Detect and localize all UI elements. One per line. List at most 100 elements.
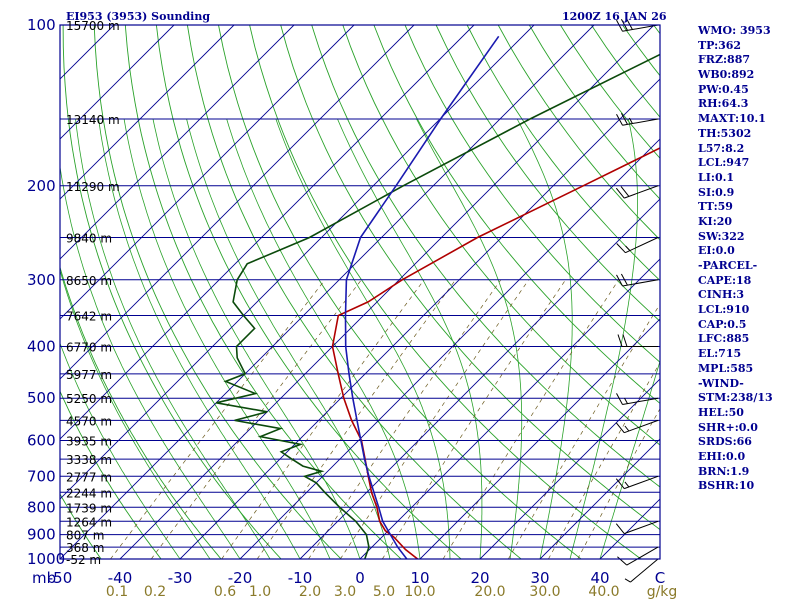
mixing-ratio-label: 2.0 bbox=[299, 584, 321, 600]
stat-line: SHR+:0.0 bbox=[698, 420, 758, 434]
wind-barb bbox=[616, 273, 659, 287]
mixing-ratio-line bbox=[442, 279, 619, 559]
temperature-tick-label: 20 bbox=[470, 569, 489, 587]
stat-line: L57:8.2 bbox=[698, 141, 745, 155]
chart-datetime: 1200Z 16 JAN 26 bbox=[562, 10, 667, 23]
temperature-tick-label: 30 bbox=[530, 569, 549, 587]
mixing-ratio-unit-label: g/kg bbox=[647, 584, 678, 600]
pressure-tick-label: 800 bbox=[27, 498, 56, 516]
mixing-ratio-label: 5.0 bbox=[373, 584, 395, 600]
stat-line: EHI:0.0 bbox=[698, 449, 746, 463]
plot-frame bbox=[59, 24, 661, 560]
x-axis-unit-label: C bbox=[655, 569, 665, 587]
isotherm-line bbox=[60, 25, 235, 200]
wind-barb bbox=[616, 18, 659, 32]
isotherm-line bbox=[359, 258, 660, 559]
stat-line: TP:362 bbox=[698, 38, 742, 52]
mixing-ratio-label: 0.6 bbox=[214, 584, 236, 600]
wind-barb bbox=[617, 546, 659, 566]
stat-line: KI:20 bbox=[698, 214, 733, 228]
height-label: 5250 m bbox=[66, 392, 112, 406]
dry-adiabat-line bbox=[186, 25, 522, 559]
isotherm-line bbox=[479, 378, 660, 559]
stat-line: RH:64.3 bbox=[698, 97, 749, 111]
stat-line: MAXT:10.1 bbox=[698, 112, 766, 126]
moist-adiabat-line bbox=[98, 118, 301, 559]
stat-line: EL:715 bbox=[698, 347, 742, 361]
height-label: 3935 m bbox=[66, 435, 112, 449]
stat-line: STM:238/13 bbox=[698, 391, 773, 405]
isotherm-line bbox=[119, 25, 655, 559]
stat-line: SI:0.9 bbox=[698, 185, 735, 199]
dewpoint-profile bbox=[216, 53, 660, 559]
moist-adiabat-line bbox=[123, 118, 331, 559]
height-label: 7642 m bbox=[66, 310, 112, 324]
height-label: 2244 m bbox=[66, 486, 112, 500]
mixing-ratio-line bbox=[382, 279, 566, 559]
height-label: 15700 m bbox=[66, 19, 120, 33]
mixing-ratio-label: 10.0 bbox=[404, 584, 435, 600]
height-label: 1264 m bbox=[66, 515, 112, 529]
wind-barb bbox=[624, 558, 659, 583]
moist-adiabat-line bbox=[599, 359, 660, 559]
mixing-ratio-label: 1.0 bbox=[249, 584, 271, 600]
temperature-tick-label: -50 bbox=[48, 569, 73, 587]
stat-line: LCL:910 bbox=[698, 303, 750, 317]
temperature-tick-label: 40 bbox=[590, 569, 609, 587]
stat-line: MPL:585 bbox=[698, 361, 754, 375]
stat-line: TH:5302 bbox=[698, 126, 752, 140]
isotherm-line bbox=[60, 25, 295, 260]
height-label: 8650 m bbox=[66, 274, 112, 288]
wind-barb bbox=[615, 419, 659, 434]
dry-adiabat-line bbox=[311, 25, 660, 488]
stat-line: PW:0.45 bbox=[698, 82, 749, 96]
stat-line: CAP:0.5 bbox=[698, 317, 747, 331]
wind-barb bbox=[615, 185, 659, 199]
height-label: 13140 m bbox=[66, 113, 120, 127]
temperature-tick-label: -20 bbox=[228, 569, 253, 587]
stat-line: SW:322 bbox=[698, 229, 745, 243]
isotherm-line bbox=[60, 25, 475, 440]
moist-adiabat-line bbox=[275, 118, 451, 559]
dry-adiabat-line bbox=[93, 25, 342, 559]
height-label: 4570 m bbox=[66, 414, 112, 428]
height-label: 368 m bbox=[66, 541, 104, 555]
isotherm-line bbox=[179, 78, 660, 559]
height-label: 11290 m bbox=[66, 180, 120, 194]
stat-line: TT:59 bbox=[698, 200, 733, 214]
stat-line: -WIND- bbox=[698, 376, 744, 390]
isotherm-line bbox=[539, 438, 660, 559]
wind-barb bbox=[615, 475, 659, 490]
wind-barb bbox=[615, 520, 659, 535]
moist-adiabat-line bbox=[337, 118, 483, 559]
moist-adiabat-line bbox=[60, 164, 241, 559]
mixing-ratio-line bbox=[110, 279, 326, 559]
mixing-ratio-label: 0.2 bbox=[144, 584, 166, 600]
isotherm-line bbox=[299, 198, 660, 559]
stat-line: HEL:50 bbox=[698, 405, 744, 419]
isotherm-line bbox=[60, 25, 175, 140]
isotherm-line bbox=[60, 25, 595, 559]
wind-barb bbox=[617, 334, 658, 347]
isotherm-line bbox=[60, 25, 415, 380]
pressure-tick-label: 1000 bbox=[27, 550, 65, 568]
pressure-tick-label: 200 bbox=[27, 177, 56, 195]
moist-adiabat-line bbox=[226, 118, 421, 559]
temperature-profile bbox=[344, 35, 500, 559]
temperature-tick-label: 10 bbox=[410, 569, 429, 587]
temperature-tick-label: 0 bbox=[355, 569, 365, 587]
moist-adiabat-line bbox=[152, 118, 361, 559]
y-axis-unit-label: mb bbox=[32, 569, 56, 587]
height-label: 9840 m bbox=[66, 231, 112, 245]
mixing-ratio-line bbox=[221, 279, 425, 559]
stat-line: BSHR:10 bbox=[698, 479, 755, 493]
pressure-tick-label: 100 bbox=[27, 16, 56, 34]
stat-line: BRN:1.9 bbox=[698, 464, 750, 478]
mixing-ratio-label: 20.0 bbox=[474, 584, 505, 600]
mixing-ratio-line bbox=[340, 279, 529, 559]
temperature-tick-label: -10 bbox=[288, 569, 313, 587]
mixing-ratio-line bbox=[151, 279, 362, 559]
height-label: 1739 m bbox=[66, 501, 112, 515]
pressure-tick-label: 700 bbox=[27, 467, 56, 485]
wind-barb bbox=[616, 113, 659, 126]
